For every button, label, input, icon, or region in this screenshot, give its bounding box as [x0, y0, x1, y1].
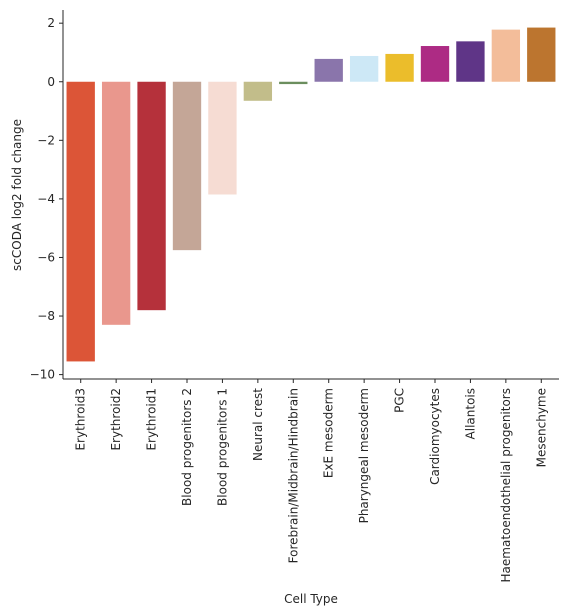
bar-pharyngeal-mesoderm — [349, 55, 379, 82]
x-tick-label: Erythroid3 — [74, 388, 88, 451]
bar-erythroid1 — [137, 81, 166, 311]
x-tick-label: Mesenchyme — [534, 388, 548, 467]
x-tick-label: Blood progenitors 1 — [215, 388, 229, 506]
x-tick-label: PGC — [393, 388, 407, 413]
x-tick-label: ExE mesoderm — [322, 388, 336, 478]
x-tick-label: Haematoendothelial progenitors — [499, 388, 513, 582]
bar-erythroid3 — [66, 81, 95, 362]
bars-group — [66, 27, 556, 362]
x-axis-ticks: Erythroid3 Erythroid2 Erythroid1 Blood prog… — [74, 379, 548, 582]
bar-mesenchyme — [527, 27, 556, 82]
x-tick-label: Erythroid1 — [145, 388, 159, 451]
x-axis-label: Cell Type — [284, 592, 338, 606]
y-tick-label: −4 — [37, 192, 55, 206]
x-tick-label: Cardiomyocytes — [428, 388, 442, 485]
y-axis-label: scCODA log2 fold change — [10, 119, 24, 271]
x-tick-label: Allantois — [463, 388, 477, 439]
y-tick-label: −10 — [30, 368, 55, 382]
x-tick-label: Neural crest — [251, 388, 265, 461]
x-tick-label: Blood progenitors 2 — [180, 388, 194, 506]
y-tick-label: −8 — [37, 309, 55, 323]
bar-neural-crest — [243, 81, 273, 101]
bar-allantois — [456, 41, 485, 82]
y-tick-label: −6 — [37, 250, 55, 264]
bar-blood-progenitors-1 — [208, 81, 237, 195]
bar-forebrain-midbrain-hindbrain — [279, 81, 308, 85]
y-axis-ticks: −10 −8 −6 −4 −2 0 2 — [30, 16, 63, 382]
y-tick-label: 0 — [47, 75, 55, 89]
x-tick-label: Forebrain/Midbrain/Hindbrain — [286, 388, 300, 563]
bar-pgc — [385, 53, 414, 82]
bar-haematoendothelial-progenitors — [491, 29, 521, 82]
y-tick-label: −2 — [37, 133, 55, 147]
bar-erythroid2 — [101, 81, 131, 325]
y-tick-label: 2 — [47, 16, 55, 30]
x-tick-label: Erythroid2 — [109, 388, 123, 451]
bar-blood-progenitors-2 — [172, 81, 202, 251]
x-tick-label: Pharyngeal mesoderm — [357, 388, 371, 523]
bar-exe-mesoderm — [314, 58, 343, 82]
bar-cardiomyocytes — [420, 46, 450, 82]
